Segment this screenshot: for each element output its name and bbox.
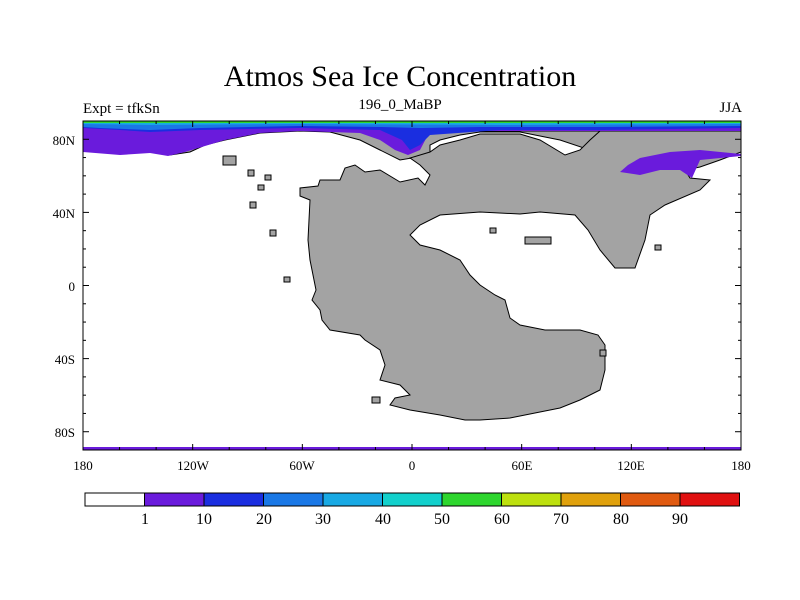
island-6 bbox=[269, 229, 277, 237]
island-5 bbox=[249, 201, 257, 209]
x-tick-label: 180 bbox=[731, 458, 751, 473]
island-1 bbox=[222, 155, 237, 166]
y-tick-label: 0 bbox=[69, 279, 76, 294]
colorbar-swatch bbox=[84, 492, 145, 507]
colorbar-labels: 1 10 20 30 40 50 60 70 80 90 bbox=[141, 511, 688, 528]
island-2 bbox=[247, 169, 255, 177]
experiment-label: Expt = tfkSn bbox=[83, 101, 160, 117]
colorbar-label: 60 bbox=[494, 511, 510, 528]
y-tick-label: 80S bbox=[55, 425, 75, 440]
island-12 bbox=[599, 349, 607, 357]
colorbar-label: 40 bbox=[375, 511, 391, 528]
colorbar-swatch bbox=[322, 492, 383, 507]
x-tick-label: 0 bbox=[409, 458, 416, 473]
colorbar-swatch bbox=[501, 492, 562, 507]
x-tick-label: 120W bbox=[177, 458, 210, 473]
y-tick-label: 40N bbox=[53, 206, 76, 221]
colorbar-label: 80 bbox=[613, 511, 629, 528]
colorbar-swatch bbox=[382, 492, 443, 507]
island-11 bbox=[654, 244, 662, 251]
y-tick-label: 40S bbox=[55, 352, 75, 367]
x-axis-labels: 180 120W 60W 0 60E 120E 180 bbox=[73, 458, 751, 473]
ice-band-low bbox=[83, 121, 741, 178]
colorbar-label: 30 bbox=[315, 511, 331, 528]
island-7 bbox=[283, 276, 291, 283]
colorbar-swatch bbox=[203, 492, 264, 507]
colorbar-swatch bbox=[620, 492, 681, 507]
colorbar-swatch bbox=[560, 492, 621, 507]
x-tick-label: 180 bbox=[73, 458, 93, 473]
y-axis-labels: 80N 40N 0 40S 80S bbox=[53, 133, 76, 440]
island-9 bbox=[489, 227, 497, 234]
colorbar-swatch bbox=[441, 492, 502, 507]
colorbar-swatch bbox=[263, 492, 324, 507]
time-label: 196_0_MaBP bbox=[358, 97, 442, 113]
y-tick-label: 80N bbox=[53, 133, 76, 148]
island-8 bbox=[524, 236, 552, 245]
colorbar-label: 20 bbox=[256, 511, 272, 528]
island-3 bbox=[257, 184, 265, 191]
colorbar-label: 70 bbox=[553, 511, 569, 528]
colorbar-swatch bbox=[679, 492, 740, 507]
colorbar-label: 90 bbox=[672, 511, 688, 528]
colorbar bbox=[84, 492, 740, 507]
ice-band-mid bbox=[83, 121, 741, 150]
axis-ticks bbox=[82, 120, 742, 451]
x-tick-label: 60E bbox=[512, 458, 533, 473]
colorbar-label: 1 bbox=[141, 511, 149, 528]
colorbar-label: 50 bbox=[434, 511, 450, 528]
season-label: JJA bbox=[719, 100, 742, 116]
plot-title: Atmos Sea Ice Concentration bbox=[223, 60, 577, 93]
colorbar-swatch bbox=[144, 492, 205, 507]
ice-band-lowwest bbox=[83, 131, 300, 156]
x-tick-label: 60W bbox=[289, 458, 315, 473]
island-10 bbox=[371, 396, 381, 404]
x-tick-label: 120E bbox=[617, 458, 645, 473]
colorbar-label: 10 bbox=[196, 511, 212, 528]
island-4 bbox=[264, 174, 272, 181]
